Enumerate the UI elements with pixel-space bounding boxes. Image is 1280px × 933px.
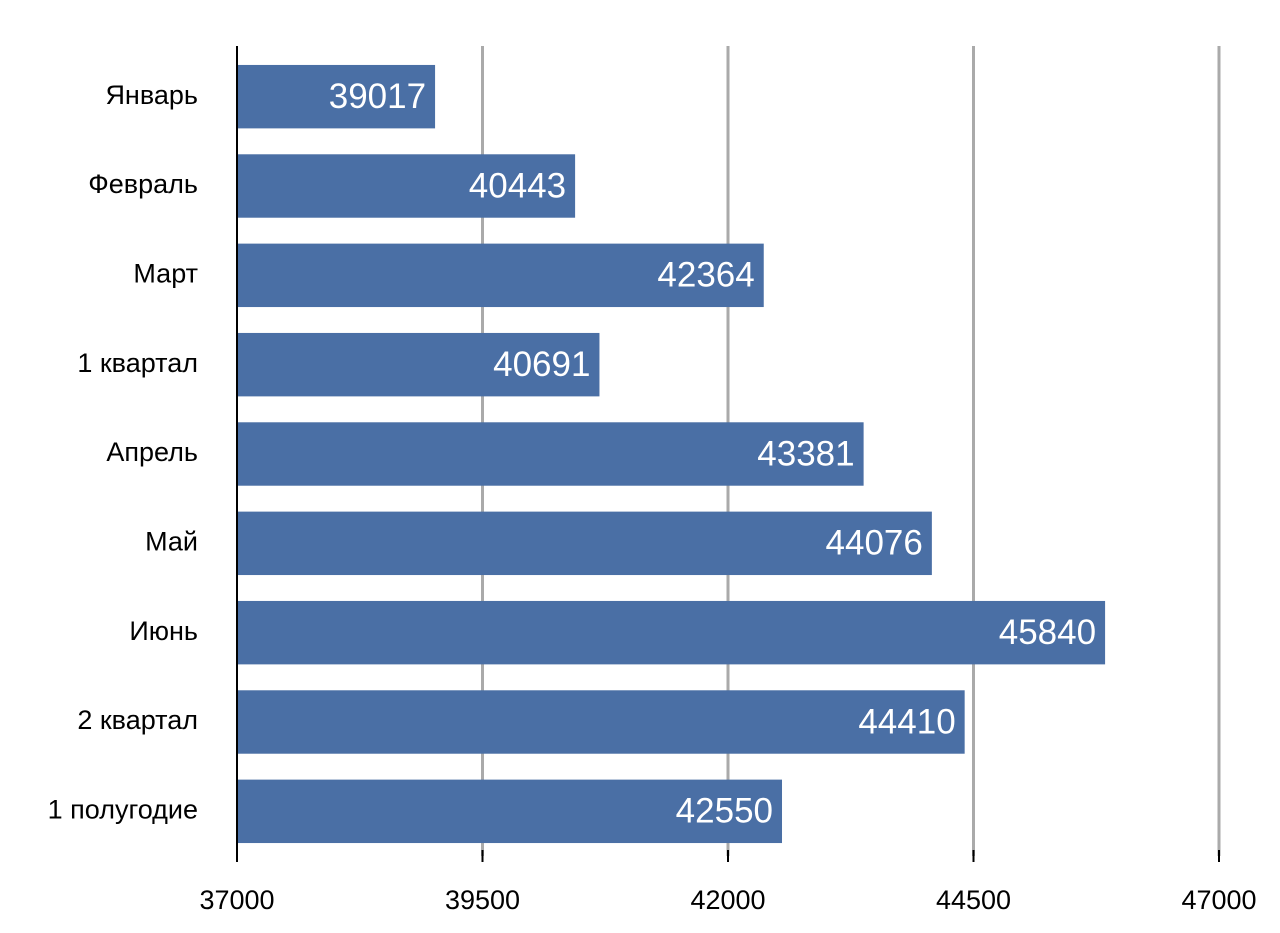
bar (237, 332, 600, 397)
y-tick-label: 2 квартал (77, 705, 198, 735)
value-label: 42364 (657, 256, 754, 295)
bar (237, 243, 764, 308)
x-tick-label: 44500 (936, 885, 1011, 915)
value-label: 43381 (757, 434, 854, 473)
x-tick-label: 47000 (1181, 885, 1256, 915)
value-label: 42550 (676, 792, 773, 831)
value-label: 40691 (493, 345, 590, 384)
bar (237, 64, 436, 129)
value-label: 39017 (329, 77, 426, 116)
y-tick-label: Январь (105, 80, 198, 110)
y-tick-label: 1 полугодие (48, 794, 198, 824)
bar (237, 154, 576, 218)
value-label: 44076 (826, 524, 923, 563)
y-tick-label: Май (145, 526, 198, 556)
y-tick-label: Апрель (106, 437, 198, 467)
value-label: 44410 (858, 702, 955, 741)
x-tick-label: 39500 (445, 885, 520, 915)
value-label: 40443 (469, 166, 566, 205)
y-tick-label: Март (133, 258, 198, 288)
bar (237, 600, 1106, 665)
x-tick-label: 37000 (199, 885, 274, 915)
value-label: 45840 (999, 613, 1096, 652)
y-tick-label: Июнь (129, 616, 198, 646)
bar (237, 511, 932, 576)
bar (237, 422, 864, 486)
bar (237, 779, 783, 844)
y-tick-label: Февраль (88, 169, 198, 199)
y-tick-label: 1 квартал (77, 348, 198, 378)
x-tick-label: 42000 (690, 885, 765, 915)
bar (237, 690, 965, 754)
